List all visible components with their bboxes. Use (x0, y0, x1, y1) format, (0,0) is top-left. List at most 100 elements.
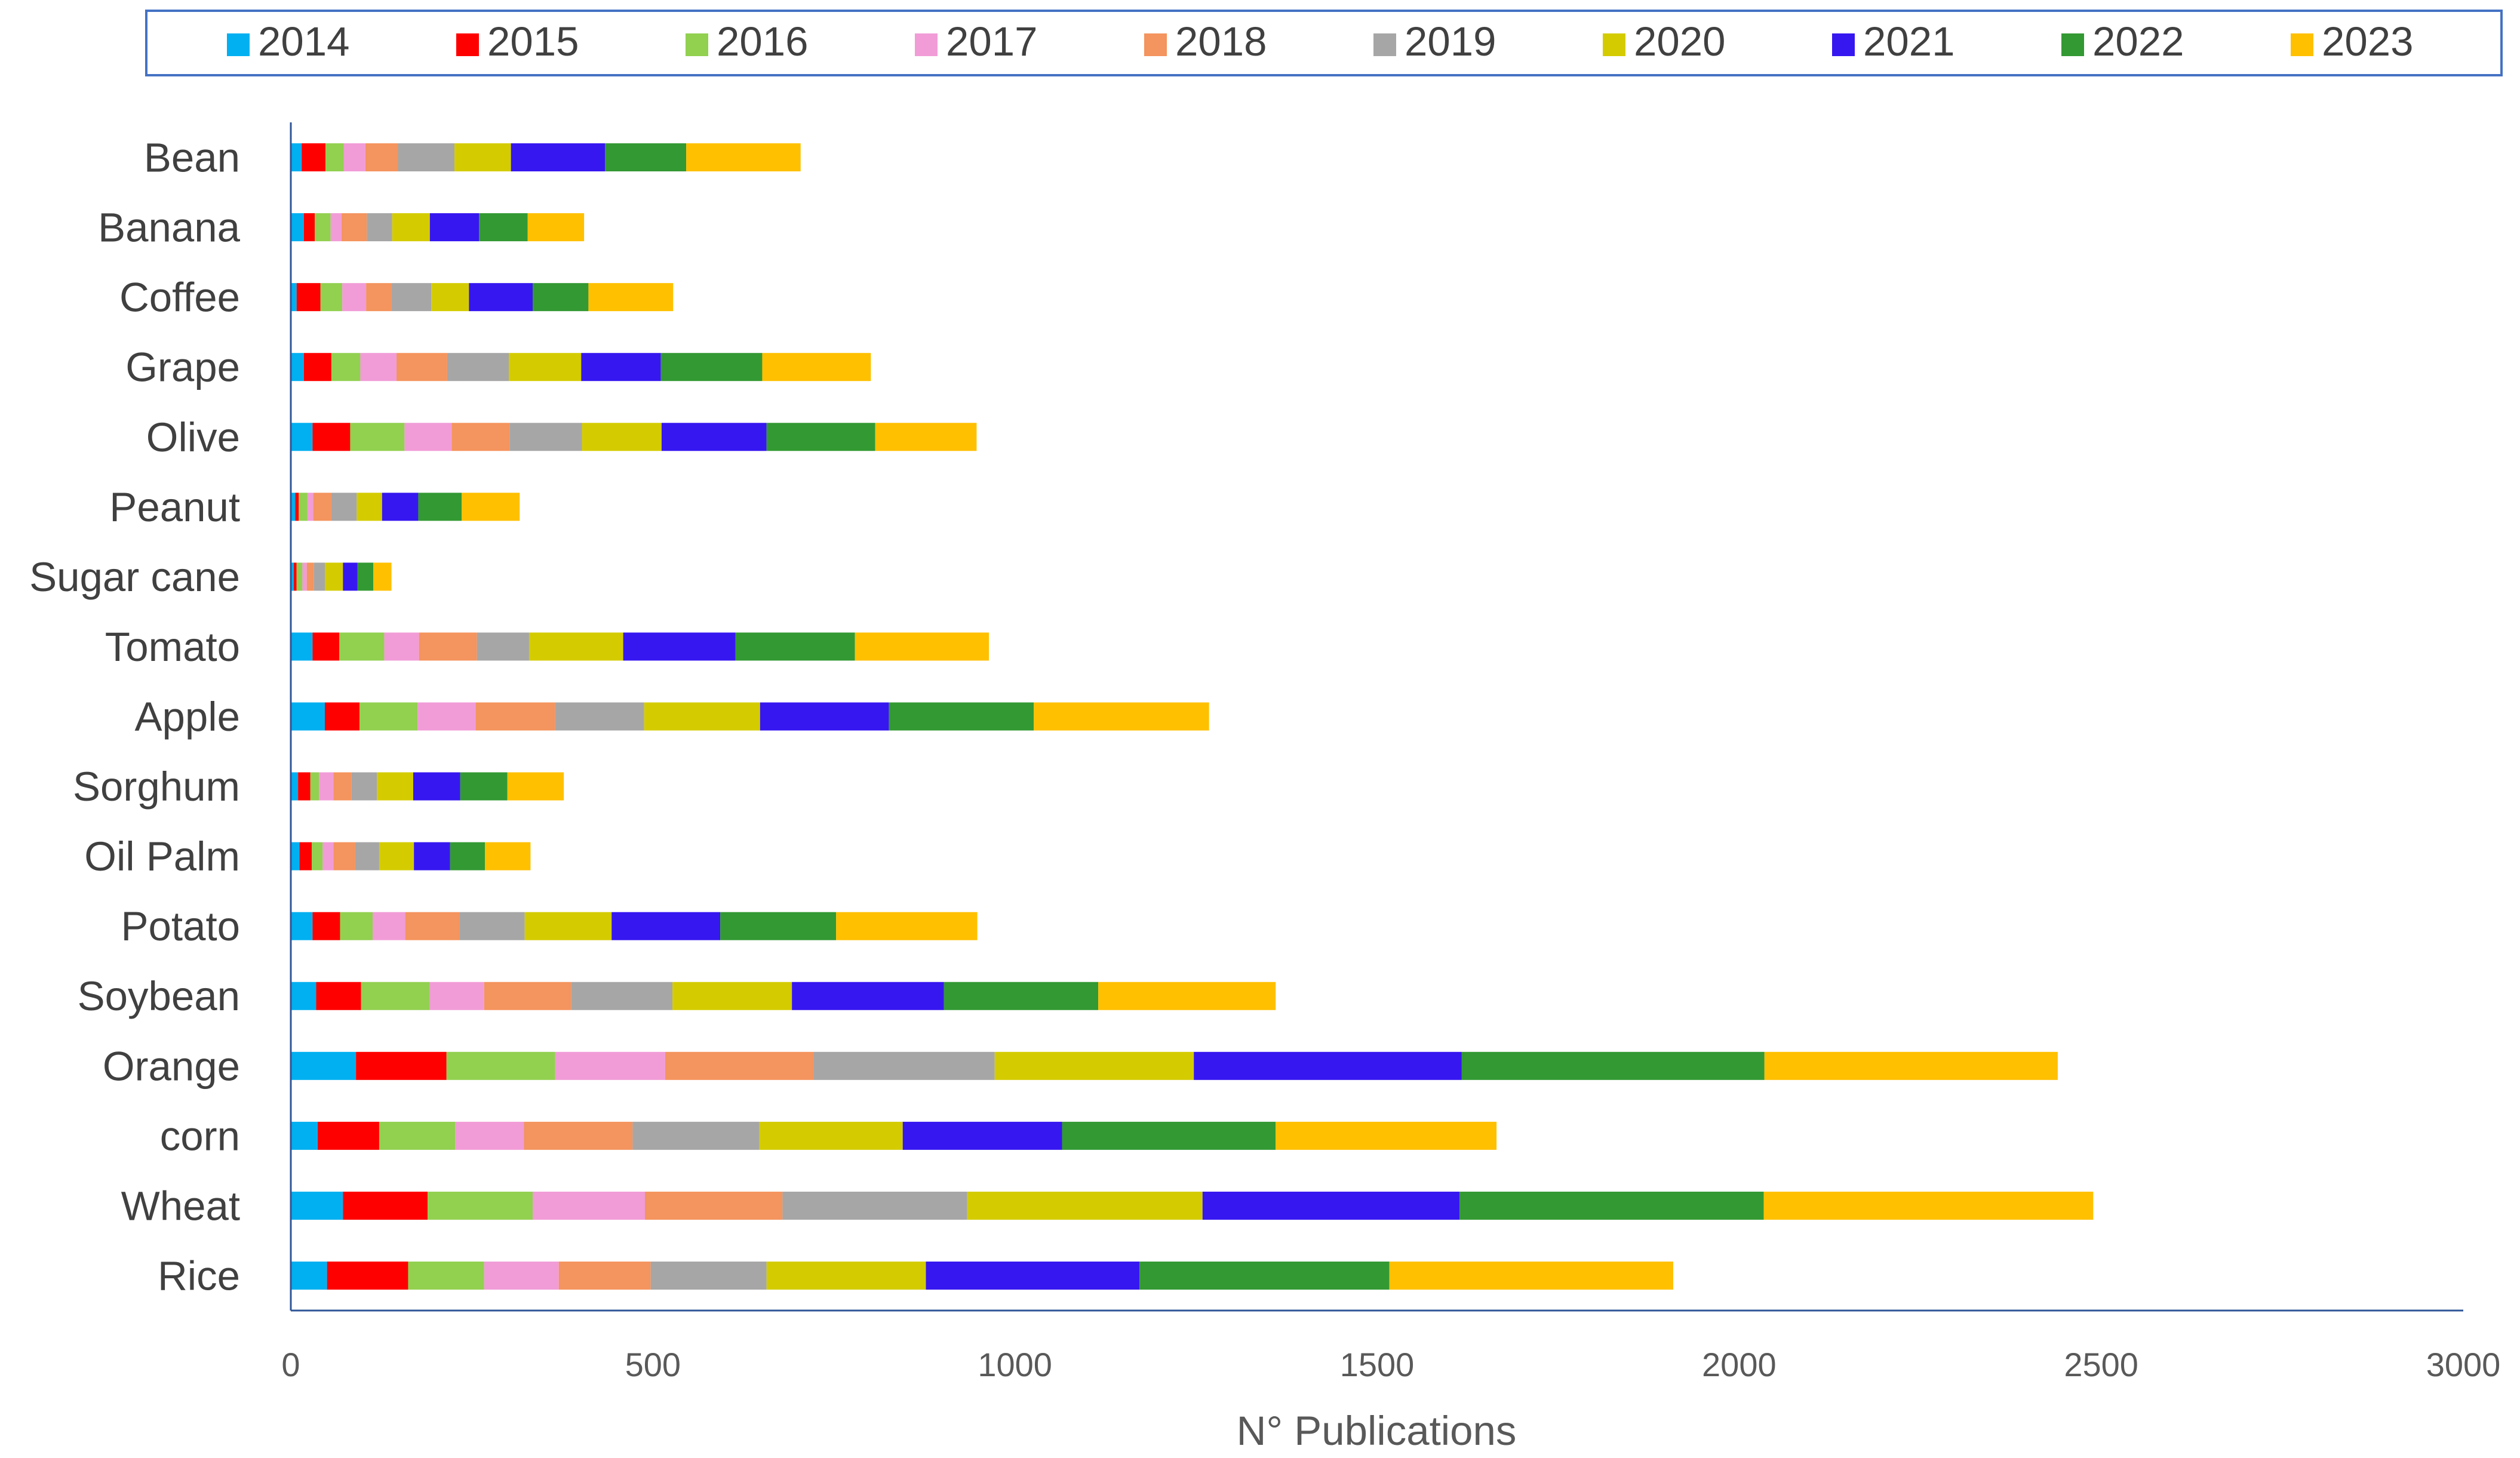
bar-oil-palm-2015 (299, 842, 312, 871)
bar-apple-2023 (1034, 702, 1209, 731)
bar-peanut-2016 (299, 493, 308, 521)
legend-label-2021: 2021 (1863, 19, 1955, 64)
bar-oil-palm-2014 (291, 842, 300, 871)
bar-coffee-2014 (291, 283, 297, 312)
bar-banana-2022 (479, 213, 528, 242)
legend-swatch-2014 (227, 33, 250, 56)
bar-potato-2017 (373, 912, 405, 940)
bar-corn-2014 (291, 1121, 318, 1150)
legend-swatch-2021 (1832, 33, 1855, 56)
x-tick-label: 2500 (2064, 1346, 2138, 1383)
legend-label-2014: 2014 (258, 19, 350, 64)
bar-tomato-2015 (312, 632, 340, 661)
category-label: Coffee (119, 275, 240, 321)
legend-label-2017: 2017 (946, 19, 1038, 64)
bar-coffee-2023 (588, 283, 674, 312)
bar-potato-2023 (836, 912, 978, 940)
legend-label-2015: 2015 (487, 19, 579, 64)
category-label: Bean (144, 135, 240, 181)
bar-olive-2018 (451, 423, 510, 451)
bar-orange-2016 (446, 1051, 555, 1080)
x-tick-label: 500 (625, 1346, 681, 1383)
legend-swatch-2017 (915, 33, 938, 56)
category-label: Oil Palm (84, 833, 240, 879)
bar-rice-2014 (291, 1261, 327, 1290)
bar-potato-2015 (312, 912, 340, 940)
bar-oil-palm-2018 (333, 842, 355, 871)
bar-corn-2016 (379, 1121, 456, 1150)
legend-swatch-2022 (2061, 33, 2084, 56)
bar-orange-2020 (994, 1051, 1194, 1080)
bar-tomato-2019 (477, 632, 529, 661)
bar-olive-2016 (350, 423, 405, 451)
bar-apple-2018 (475, 702, 555, 731)
bar-sorghum-2014 (291, 772, 299, 801)
bar-banana-2014 (291, 213, 304, 242)
x-tick-label: 3000 (2426, 1346, 2501, 1383)
bar-grape-2017 (360, 353, 397, 382)
bar-bean-2020 (454, 143, 511, 172)
axes-layer (290, 122, 2463, 1312)
bar-sugar-cane-2016 (296, 562, 303, 591)
labels-layer: Bean Banana Coffee Grape Olive Peanut Sugar ca… (29, 135, 2500, 1383)
category-label: Wheat (121, 1183, 240, 1229)
bar-olive-2020 (582, 423, 662, 451)
bar-oil-palm-2021 (414, 842, 450, 871)
legend: 2014 2015 2016 2017 2018 2019 2020 2021 2022 2023 (227, 19, 2414, 64)
bar-bean-2017 (343, 143, 365, 172)
bar-wheat-2020 (967, 1191, 1203, 1220)
bar-orange-2018 (665, 1051, 814, 1080)
bar-corn-2023 (1276, 1121, 1497, 1150)
bar-banana-2017 (330, 213, 342, 242)
bar-olive-2023 (875, 423, 977, 451)
bar-wheat-2017 (533, 1191, 645, 1220)
category-label: Orange (103, 1043, 240, 1089)
bar-grape-2018 (397, 353, 447, 382)
legend-swatch-2015 (456, 33, 479, 56)
legend-label-2023: 2023 (2322, 19, 2414, 64)
bar-olive-2021 (661, 423, 767, 451)
bar-apple-2022 (889, 702, 1034, 731)
bar-oil-palm-2022 (450, 842, 485, 871)
bar-soybean-2022 (944, 982, 1099, 1010)
bar-oil-palm-2023 (484, 842, 531, 871)
legend-swatch-2018 (1144, 33, 1167, 56)
category-label: Soybean (78, 973, 240, 1019)
legend-label-2016: 2016 (717, 19, 809, 64)
bar-grape-2021 (581, 353, 661, 382)
bar-tomato-2016 (339, 632, 385, 661)
bar-apple-2020 (644, 702, 760, 731)
legend-swatch-2023 (2291, 33, 2313, 56)
bar-oil-palm-2019 (355, 842, 379, 871)
bar-corn-2017 (455, 1121, 524, 1150)
bar-bean-2023 (686, 143, 801, 172)
bar-oil-palm-2016 (312, 842, 323, 871)
x-axis-title: N° Publications (1237, 1408, 1517, 1454)
bar-sorghum-2022 (460, 772, 508, 801)
bar-tomato-2018 (419, 632, 477, 661)
bar-sorghum-2017 (319, 772, 334, 801)
bar-wheat-2019 (782, 1191, 967, 1220)
bar-oil-palm-2017 (322, 842, 334, 871)
bar-peanut-2021 (382, 493, 419, 521)
bar-soybean-2015 (316, 982, 361, 1010)
bar-coffee-2022 (533, 283, 589, 312)
category-label: Sorghum (73, 764, 240, 810)
category-label: corn (160, 1113, 240, 1159)
bar-potato-2022 (720, 912, 837, 940)
bar-banana-2019 (367, 213, 392, 242)
bar-coffee-2016 (320, 283, 343, 312)
bar-sugar-cane-2014 (291, 562, 294, 591)
x-tick-label: 2000 (1702, 1346, 1777, 1383)
bar-banana-2023 (527, 213, 585, 242)
bar-wheat-2021 (1202, 1191, 1460, 1220)
bar-tomato-2022 (735, 632, 855, 661)
bar-sorghum-2021 (413, 772, 460, 801)
bar-potato-2019 (459, 912, 525, 940)
bar-coffee-2015 (296, 283, 321, 312)
bar-grape-2015 (303, 353, 331, 382)
bar-olive-2017 (404, 423, 452, 451)
bar-orange-2015 (356, 1051, 447, 1080)
category-label: Sugar cane (29, 554, 240, 600)
